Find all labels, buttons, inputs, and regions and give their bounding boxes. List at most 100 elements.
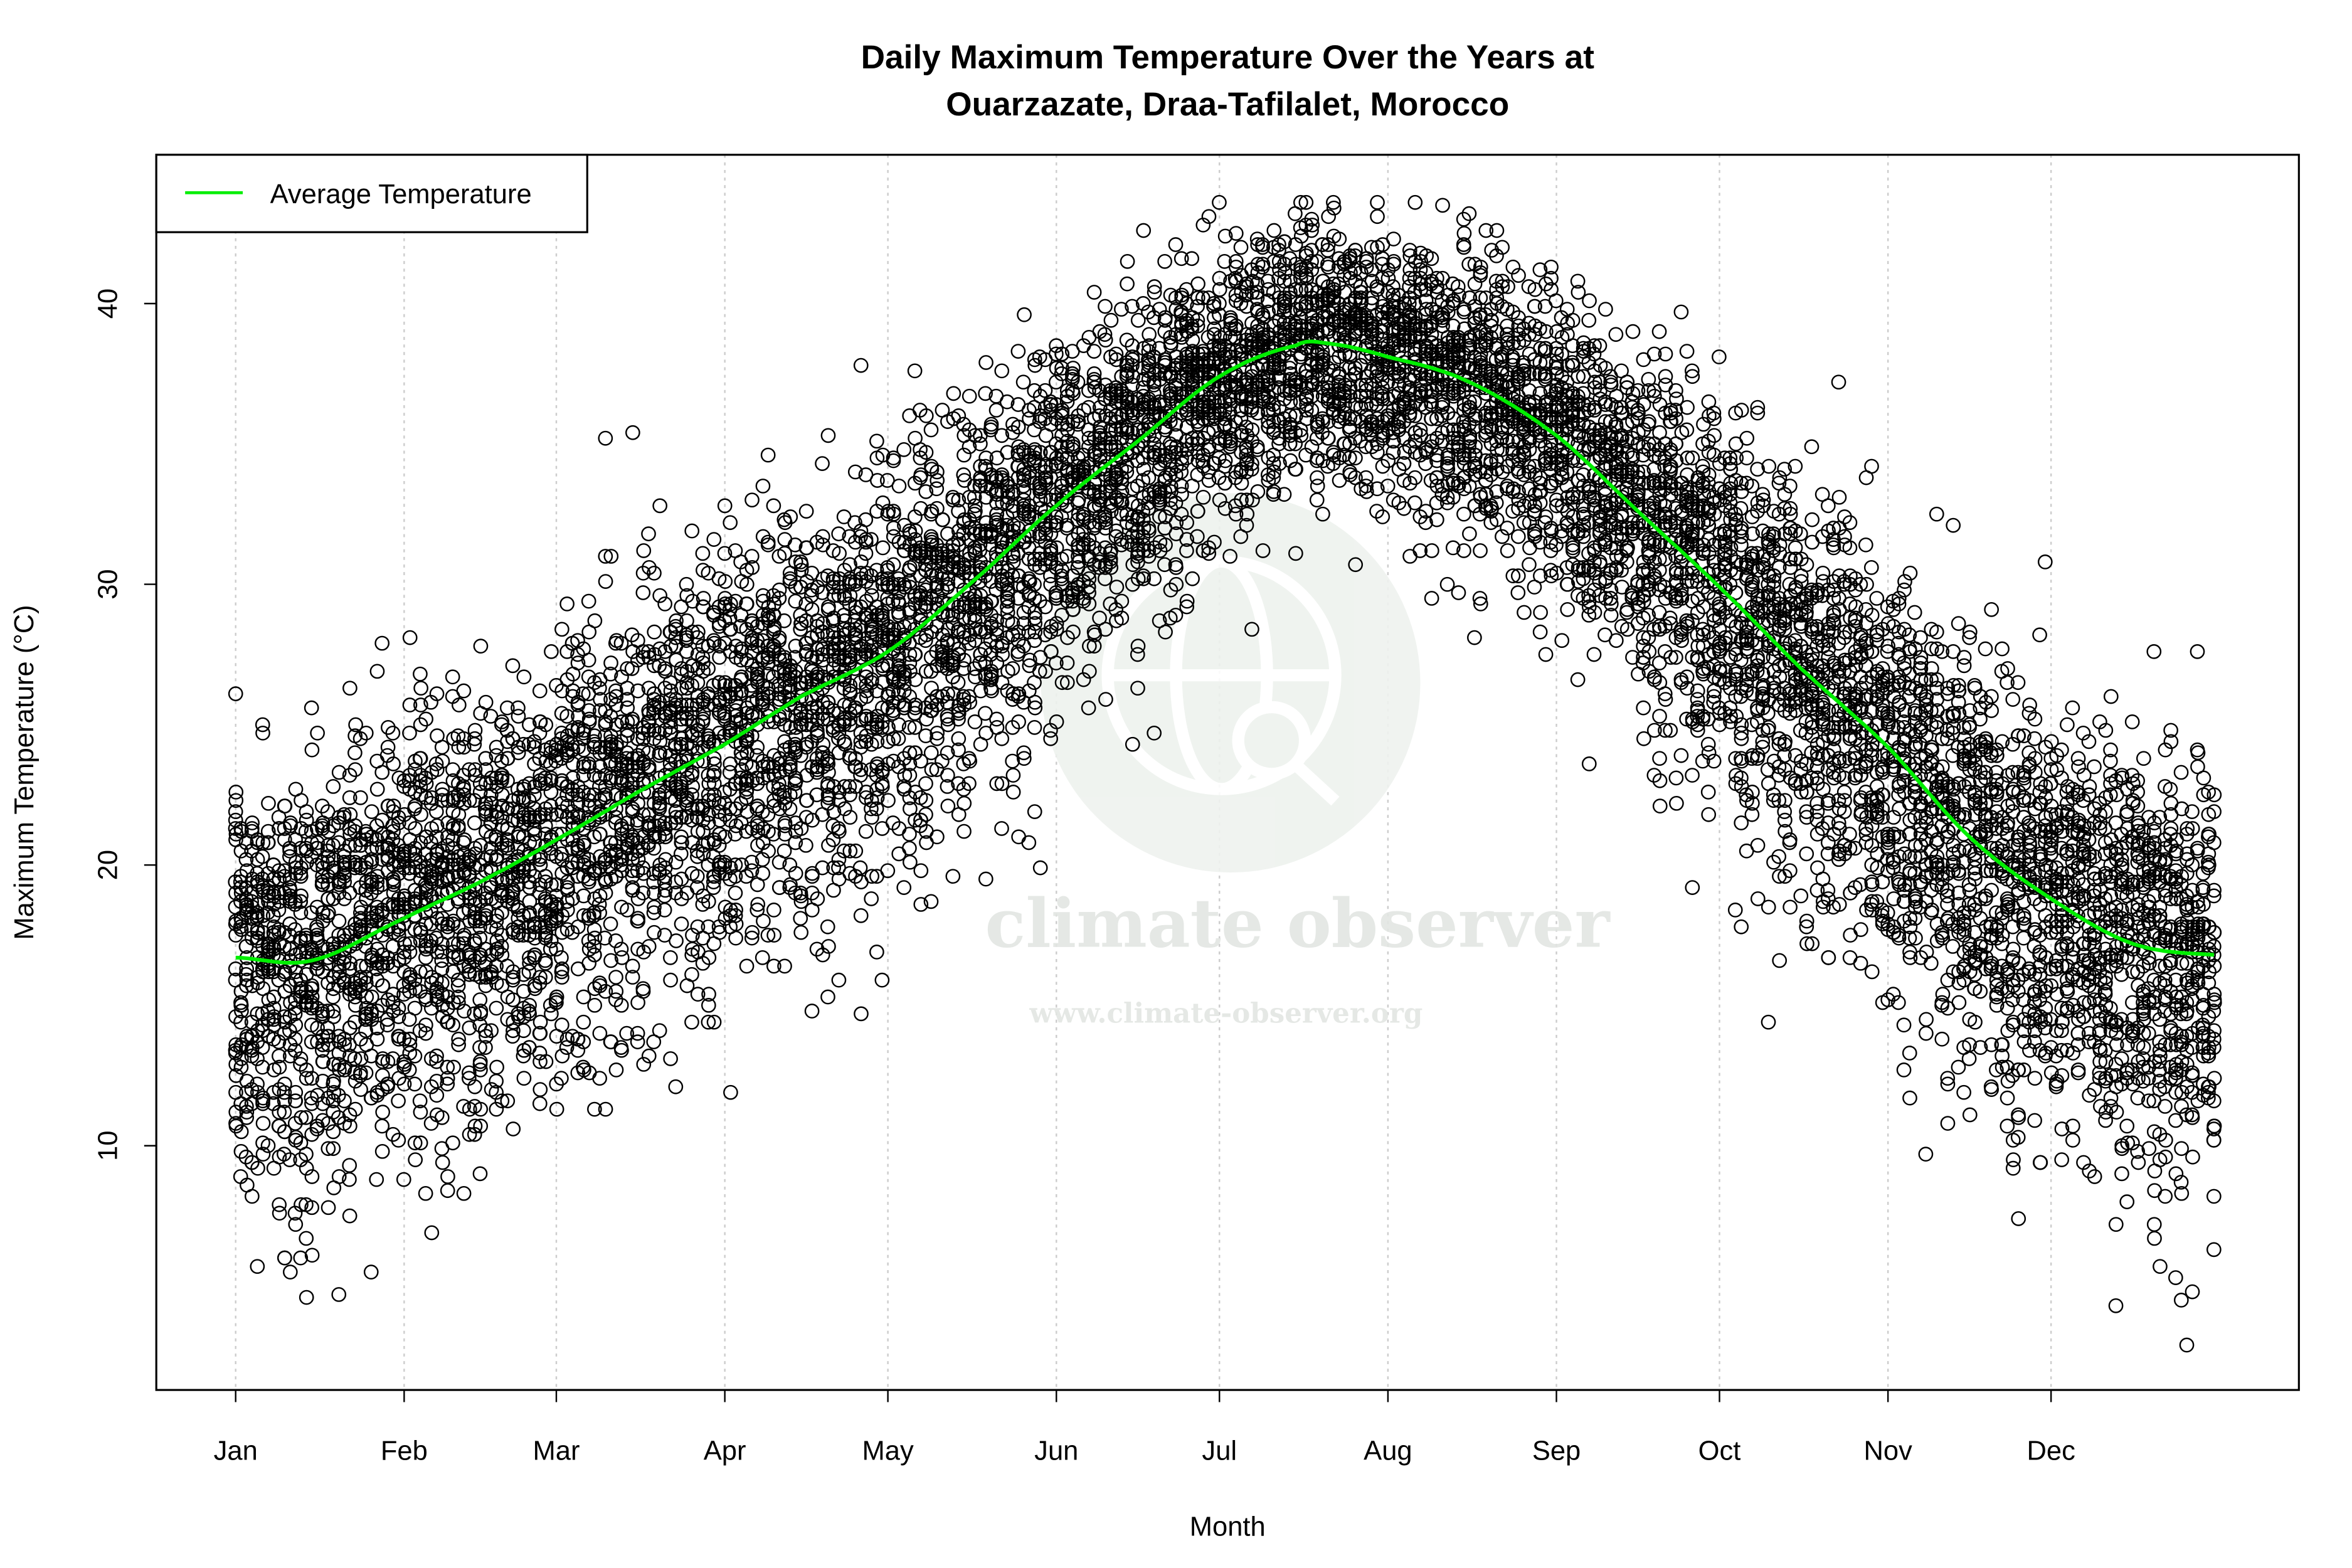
data-point	[233, 874, 248, 889]
data-point	[228, 785, 244, 800]
data-point	[277, 1009, 292, 1024]
data-point	[402, 630, 418, 645]
data-point	[277, 1014, 293, 1030]
data-point	[277, 1104, 292, 1120]
data-point	[293, 1250, 309, 1266]
data-point	[299, 1290, 314, 1305]
data-point	[375, 1104, 391, 1120]
data-point	[358, 970, 374, 985]
data-point	[961, 388, 977, 404]
data-point	[381, 798, 396, 814]
data-point	[946, 386, 961, 401]
data-point	[396, 773, 412, 788]
data-point	[793, 911, 808, 926]
data-point	[407, 1000, 423, 1016]
data-point	[364, 804, 379, 819]
data-point	[407, 1076, 423, 1092]
data-point	[467, 723, 483, 738]
data-point	[723, 1084, 738, 1100]
data-point	[424, 1225, 440, 1241]
data-point	[989, 711, 1004, 727]
data-point	[315, 1054, 331, 1069]
data-point	[592, 1071, 607, 1086]
chart-title: Daily Maximum Temperature Over the Years…	[861, 39, 1595, 76]
data-point	[815, 456, 830, 471]
data-point	[413, 807, 428, 822]
data-point	[587, 997, 603, 1013]
data-point	[369, 972, 385, 988]
data-point	[902, 840, 917, 856]
data-point	[668, 1079, 684, 1094]
data-point	[347, 1073, 363, 1089]
data-point	[358, 1023, 373, 1039]
data-point	[358, 725, 374, 741]
data-point	[288, 1093, 304, 1109]
data-point	[391, 922, 406, 937]
data-point	[304, 1169, 320, 1184]
data-point	[391, 1000, 406, 1016]
data-point	[255, 1093, 270, 1109]
data-point	[385, 725, 401, 741]
data-point	[239, 961, 255, 977]
data-point	[326, 779, 341, 794]
data-point	[304, 1071, 320, 1086]
data-point	[820, 989, 835, 1005]
data-point	[272, 1048, 287, 1064]
data-point	[516, 1071, 532, 1086]
data-point	[255, 1059, 270, 1075]
data-point	[875, 540, 891, 556]
data-point	[386, 756, 401, 771]
data-point	[396, 950, 412, 965]
data-point	[489, 1059, 504, 1075]
data-point	[255, 1147, 271, 1162]
data-point	[935, 512, 950, 527]
data-point	[413, 1135, 428, 1151]
data-point	[342, 1172, 357, 1187]
data-point	[282, 1037, 298, 1052]
data-point	[337, 891, 352, 906]
data-point	[418, 711, 433, 727]
data-point	[472, 1166, 488, 1182]
data-point	[272, 1197, 287, 1212]
data-point	[294, 1110, 309, 1125]
data-point	[663, 972, 678, 988]
data-point	[635, 585, 651, 600]
data-point	[402, 815, 417, 830]
data-point	[853, 358, 869, 373]
data-point	[994, 363, 1010, 379]
data-point	[854, 1006, 869, 1022]
data-point	[918, 807, 933, 822]
data-point	[423, 795, 439, 811]
data-point	[293, 894, 308, 909]
data-point	[608, 1062, 624, 1078]
data-point	[331, 765, 347, 780]
data-point	[945, 869, 961, 884]
data-point	[1010, 344, 1026, 359]
data-point	[1157, 254, 1172, 269]
data-point	[663, 1051, 678, 1066]
data-point	[352, 790, 368, 805]
data-point	[239, 1073, 255, 1089]
data-point	[869, 945, 884, 960]
data-point	[326, 1141, 341, 1157]
data-point	[532, 1054, 548, 1069]
data-point	[1119, 332, 1135, 348]
data-point	[1027, 719, 1042, 735]
data-point	[1098, 299, 1113, 314]
data-point	[467, 815, 482, 830]
data-point	[266, 871, 282, 887]
data-point	[358, 1065, 374, 1081]
data-point	[1005, 768, 1021, 783]
data-point	[320, 843, 336, 859]
data-point	[924, 458, 939, 474]
data-point	[277, 1076, 292, 1092]
data-point	[956, 824, 972, 839]
data-point	[402, 697, 418, 712]
data-point	[418, 790, 433, 805]
data-point	[287, 1031, 303, 1047]
data-point	[918, 776, 933, 792]
data-point	[277, 1147, 292, 1162]
data-point	[994, 821, 1009, 836]
data-point	[684, 866, 700, 881]
data-point	[342, 790, 358, 805]
